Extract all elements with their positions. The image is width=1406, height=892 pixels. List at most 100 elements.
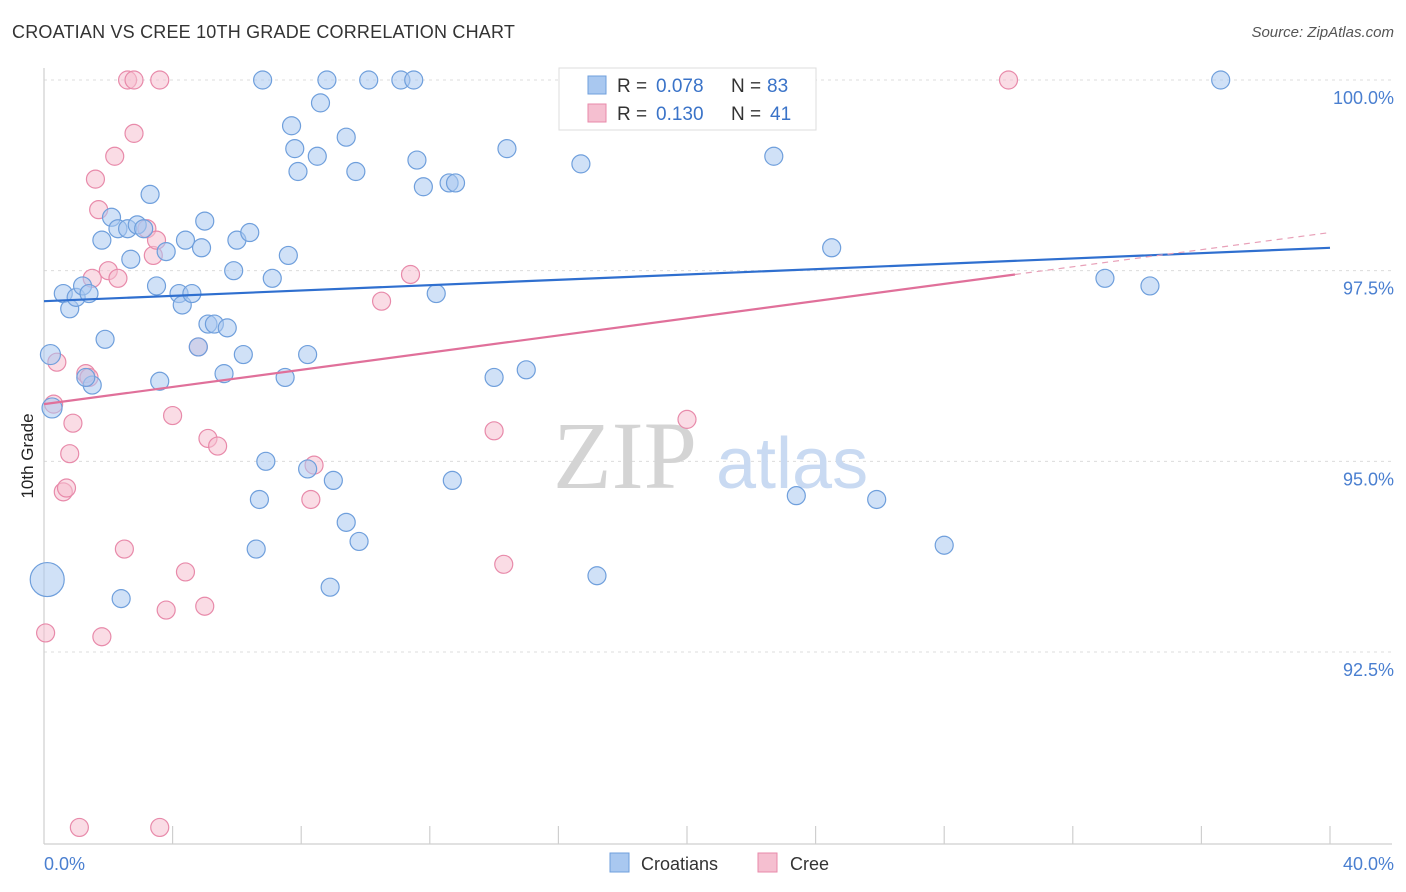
- croatians-point: [195, 211, 215, 231]
- croatians-point: [484, 367, 504, 388]
- x-tick-label-max: 40.0%: [1343, 854, 1394, 874]
- croatians-point: [175, 230, 196, 250]
- cree-point: [114, 539, 134, 559]
- croatians-point: [121, 249, 141, 269]
- croatians-point: [307, 146, 327, 166]
- cree-point: [677, 409, 697, 429]
- croatians-point: [867, 489, 887, 510]
- cree-point: [156, 600, 176, 620]
- croatians-point: [1211, 70, 1231, 90]
- croatians-point: [786, 486, 806, 506]
- cree-point: [400, 264, 421, 285]
- croatians-point: [253, 70, 273, 90]
- cree-point: [494, 554, 514, 574]
- watermark-zip: ZIP: [553, 402, 697, 509]
- croatians-point: [413, 177, 433, 197]
- series-croatians-points: [29, 70, 1231, 609]
- legend-top: R = 0.078 N = 83 R = 0.130 N = 41: [558, 67, 817, 131]
- cree-point: [195, 596, 215, 616]
- legend-r-value-croatians: 0.078: [656, 76, 704, 97]
- x-tick-label-min: 0.0%: [44, 854, 85, 874]
- legend-bottom-label-cree: Cree: [790, 854, 829, 874]
- croatians-point: [41, 397, 63, 419]
- cree-point: [36, 623, 56, 643]
- cree-point: [998, 70, 1019, 90]
- legend-r-label-croatians: R =: [617, 76, 647, 97]
- croatians-point: [278, 245, 298, 266]
- legend-n-value-cree: 41: [770, 104, 791, 125]
- legend-bottom-label-croatians: Croatians: [641, 854, 718, 874]
- croatians-point: [1095, 268, 1115, 288]
- gridlines: [44, 79, 1392, 653]
- legend-r-value-cree: 0.130: [656, 104, 704, 125]
- cree-point: [208, 436, 228, 456]
- croatians-point: [317, 70, 337, 90]
- croatians-point: [256, 451, 276, 471]
- croatians-point: [442, 470, 462, 490]
- croatians-point: [571, 154, 591, 174]
- croatians-point: [336, 512, 356, 532]
- legend-swatch-croatians: [587, 75, 607, 95]
- croatians-point: [1140, 276, 1160, 296]
- cree-trend-line: [43, 273, 1016, 406]
- croatians-point: [497, 139, 517, 159]
- croatians-point: [92, 230, 112, 250]
- croatians-point: [240, 222, 260, 243]
- croatians-point: [285, 139, 305, 159]
- croatians-point: [146, 276, 167, 296]
- cree-point: [484, 421, 504, 441]
- croatians-point: [39, 343, 62, 366]
- cree-point: [150, 70, 170, 90]
- croatians-point: [516, 360, 536, 380]
- cree-point: [69, 817, 89, 838]
- cree-point: [175, 562, 196, 582]
- croatians-point: [217, 318, 237, 338]
- x-axis-ticks: [172, 826, 1331, 844]
- croatians-point: [233, 344, 253, 365]
- series-cree-points: [36, 70, 1019, 838]
- croatians-point: [288, 161, 308, 182]
- cree-point: [124, 123, 144, 143]
- legend-swatch-cree: [587, 103, 607, 123]
- cree-point: [150, 817, 170, 838]
- croatians-point: [111, 589, 131, 609]
- y-axis-title: 10th Grade: [18, 413, 37, 498]
- y-tick-label: 92.5%: [1343, 660, 1394, 680]
- croatians-point: [336, 127, 356, 147]
- croatians-point: [349, 531, 369, 552]
- croatians-point: [246, 539, 266, 559]
- cree-point: [85, 169, 106, 189]
- croatians-point: [249, 489, 270, 510]
- croatians-point: [224, 261, 244, 281]
- cree-point: [63, 413, 83, 433]
- legend-bottom: Croatians Cree: [609, 852, 829, 874]
- cree-point: [301, 489, 321, 510]
- croatians-point: [310, 93, 331, 113]
- croatians-point: [320, 577, 340, 597]
- croatians-point: [359, 70, 379, 90]
- cree-point: [163, 405, 183, 426]
- croatians-point: [822, 238, 842, 258]
- chart-title: CROATIAN VS CREE 10TH GRADE CORRELATION …: [12, 22, 516, 42]
- croatians-point: [156, 242, 176, 262]
- legend-n-label-cree: N =: [731, 104, 761, 125]
- cree-point: [60, 444, 80, 464]
- croatians-point: [150, 371, 170, 391]
- croatians-point: [29, 561, 65, 598]
- croatians-point: [764, 146, 784, 166]
- croatians-point: [445, 173, 466, 193]
- croatians-point: [404, 70, 424, 90]
- croatians-point: [262, 268, 282, 288]
- croatians-point: [323, 470, 343, 490]
- cree-point: [105, 146, 125, 166]
- croatians-point: [140, 184, 160, 204]
- croatians-point: [191, 238, 212, 258]
- croatians-point: [934, 535, 954, 555]
- croatians-point: [182, 283, 202, 304]
- cree-point: [92, 627, 112, 647]
- legend-bottom-swatch-cree: [757, 852, 778, 873]
- cree-point: [56, 478, 77, 498]
- croatians-point: [188, 337, 208, 357]
- legend-n-value-croatians: 83: [767, 76, 788, 97]
